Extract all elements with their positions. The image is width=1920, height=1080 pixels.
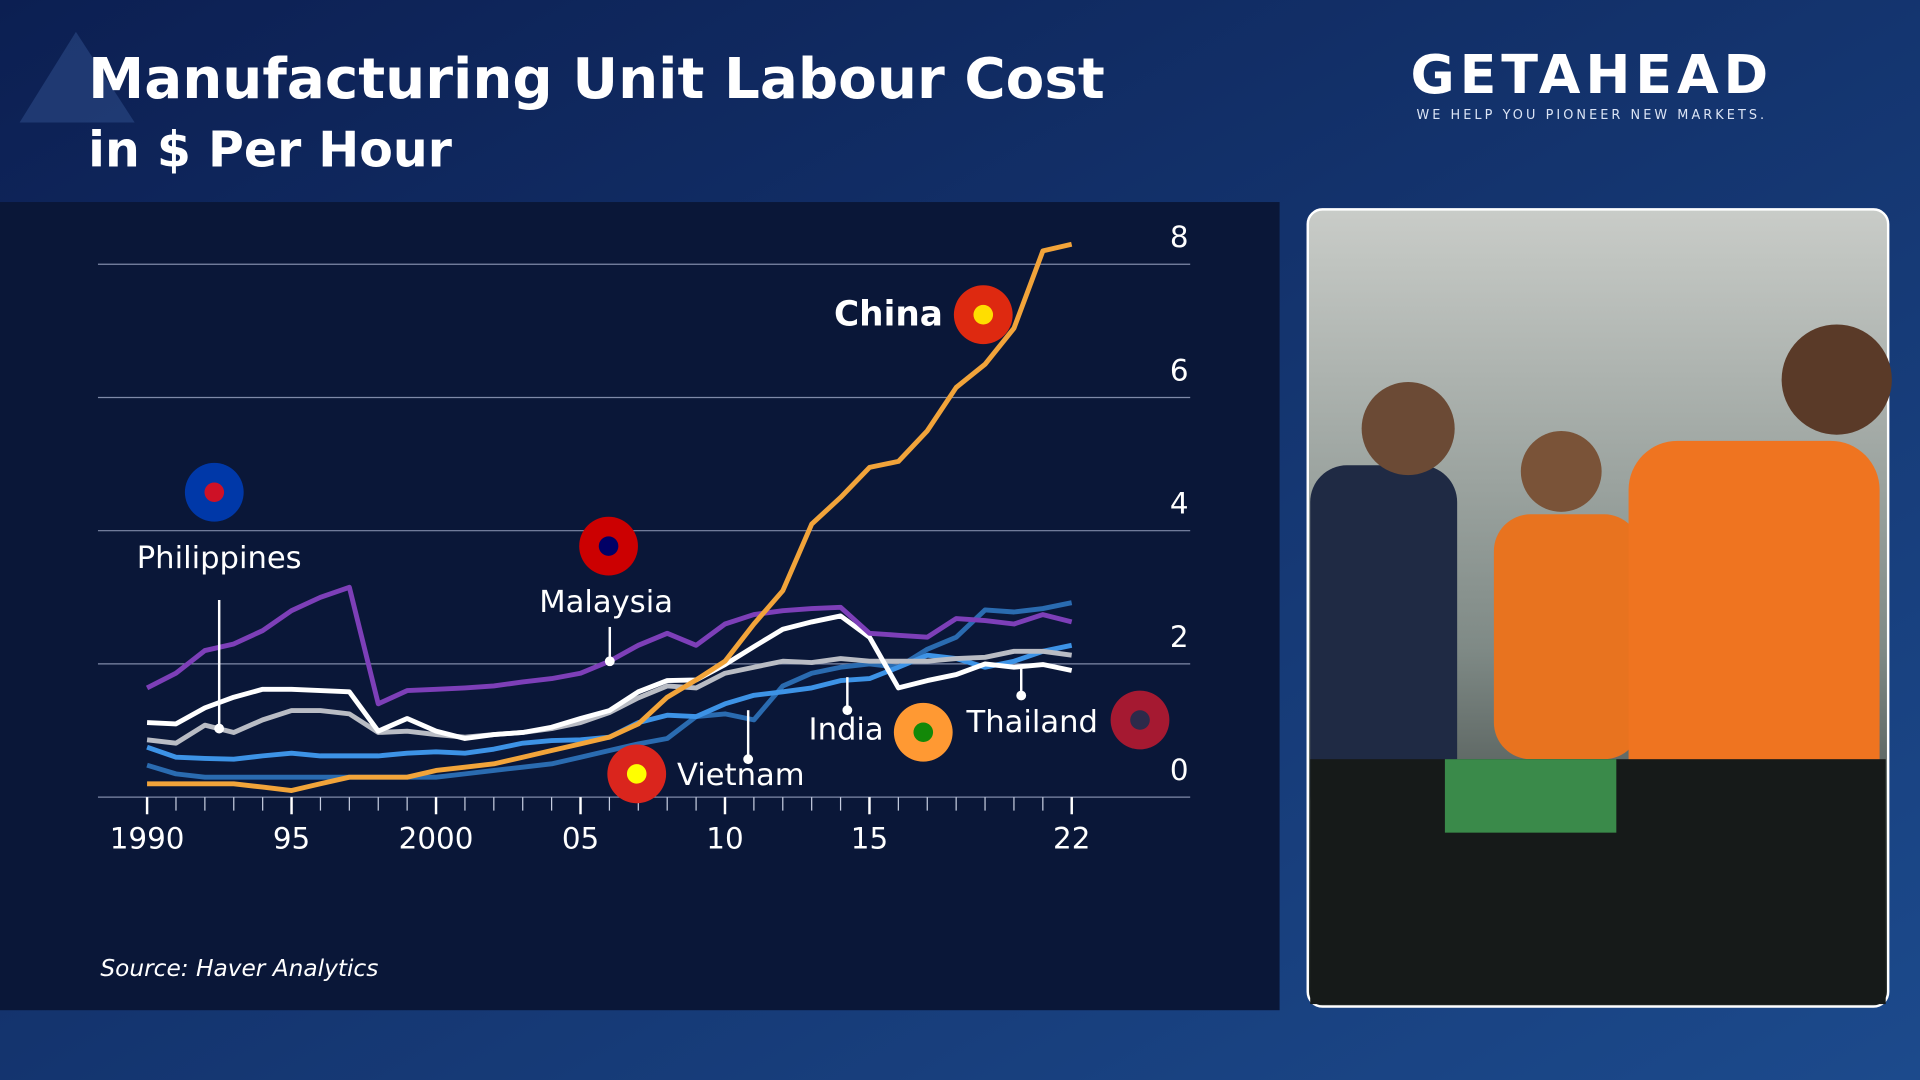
photo-figure bbox=[1493, 514, 1641, 760]
series-label: Malaysia bbox=[539, 585, 673, 620]
x-tick-label: 05 bbox=[562, 822, 599, 856]
chart-title: Manufacturing Unit Labour Cost bbox=[88, 47, 1105, 112]
series-label: India bbox=[809, 713, 884, 748]
flag-emblem bbox=[598, 536, 619, 556]
annotation-dot bbox=[1016, 690, 1027, 701]
y-tick-label: 4 bbox=[1170, 487, 1189, 521]
series-line bbox=[146, 613, 1073, 741]
x-tick-label: 10 bbox=[706, 822, 743, 856]
photo-figure bbox=[1310, 465, 1458, 833]
photo bbox=[1306, 208, 1892, 1008]
series-label: Thailand bbox=[966, 705, 1098, 740]
x-tick-label: 15 bbox=[851, 822, 888, 856]
y-tick-label: 0 bbox=[1170, 753, 1189, 787]
flag-emblem bbox=[204, 482, 225, 503]
photo-engine-part bbox=[1444, 759, 1617, 833]
x-tick-label: 95 bbox=[273, 822, 310, 856]
source-note: Source: Haver Analytics bbox=[100, 955, 378, 982]
flag-emblem bbox=[973, 304, 994, 325]
x-tick-label: 1990 bbox=[110, 822, 185, 856]
brand-name: GETAHEAD bbox=[1410, 43, 1773, 106]
series-label: Vietnam bbox=[677, 758, 805, 793]
x-tick-label: 2000 bbox=[399, 822, 474, 856]
series-label: China bbox=[834, 295, 943, 335]
brand-tagline: WE HELP YOU PIONEER NEW MARKETS. bbox=[1416, 108, 1767, 123]
series-line bbox=[146, 600, 1073, 780]
chart-subtitle: in $ Per Hour bbox=[88, 122, 452, 179]
photo-head bbox=[1520, 431, 1602, 512]
flag-emblem bbox=[626, 764, 647, 784]
decor-arrow bbox=[19, 31, 135, 123]
x-tick-label: 22 bbox=[1053, 822, 1090, 856]
y-tick-label: 6 bbox=[1170, 353, 1189, 387]
annotation-dot bbox=[604, 656, 615, 667]
annotation-dot bbox=[214, 723, 225, 734]
series-line bbox=[147, 241, 1073, 793]
photo-head bbox=[1781, 324, 1892, 435]
photo-head bbox=[1361, 382, 1455, 476]
flag-emblem bbox=[913, 722, 934, 743]
annotation-dot bbox=[842, 705, 853, 716]
y-tick-label: 8 bbox=[1170, 220, 1189, 254]
plot: 0 2 4 6 8 1990 95 2000 05 10 15 22 China Philippines M… bbox=[97, 220, 1191, 856]
series-label: Philippines bbox=[137, 541, 302, 576]
annotation-dot bbox=[743, 754, 754, 765]
photo-figure bbox=[1628, 440, 1880, 809]
flag-emblem bbox=[1130, 710, 1150, 730]
y-tick-label: 2 bbox=[1170, 620, 1189, 654]
